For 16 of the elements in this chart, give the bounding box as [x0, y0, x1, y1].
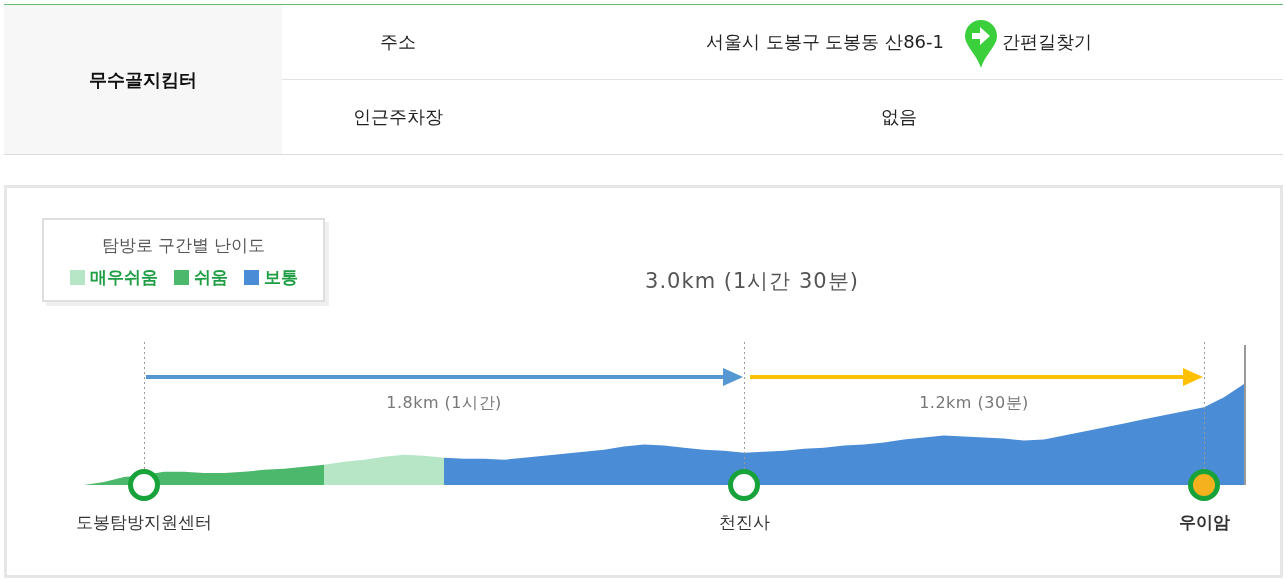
- legend-title: 탐방로 구간별 난이도: [100, 234, 267, 257]
- legend-label: 쉬움: [193, 266, 228, 289]
- x-tick-label: 우이암: [1178, 511, 1230, 532]
- text: 인근주차장: [352, 105, 444, 129]
- text: 주소: [379, 30, 417, 54]
- text: 서울시 도봉구 도봉동 산86-1: [705, 30, 945, 54]
- legend-label: 매우쉬움: [89, 266, 158, 289]
- text: 무수골지킴터: [4, 5, 282, 154]
- x-tick-label: 천진사: [718, 511, 770, 532]
- text: 간편길찾기: [1002, 30, 1093, 54]
- x-tick-label: 도봉탐방지원센터: [76, 511, 212, 532]
- text: 없음: [880, 105, 918, 129]
- annotation: 1.2km (30분): [918, 393, 1030, 414]
- annotation: 1.8km (1시간): [385, 393, 503, 414]
- legend-label: 보통: [263, 266, 298, 289]
- chart-title: 3.0km (1시간 30분): [645, 269, 859, 293]
